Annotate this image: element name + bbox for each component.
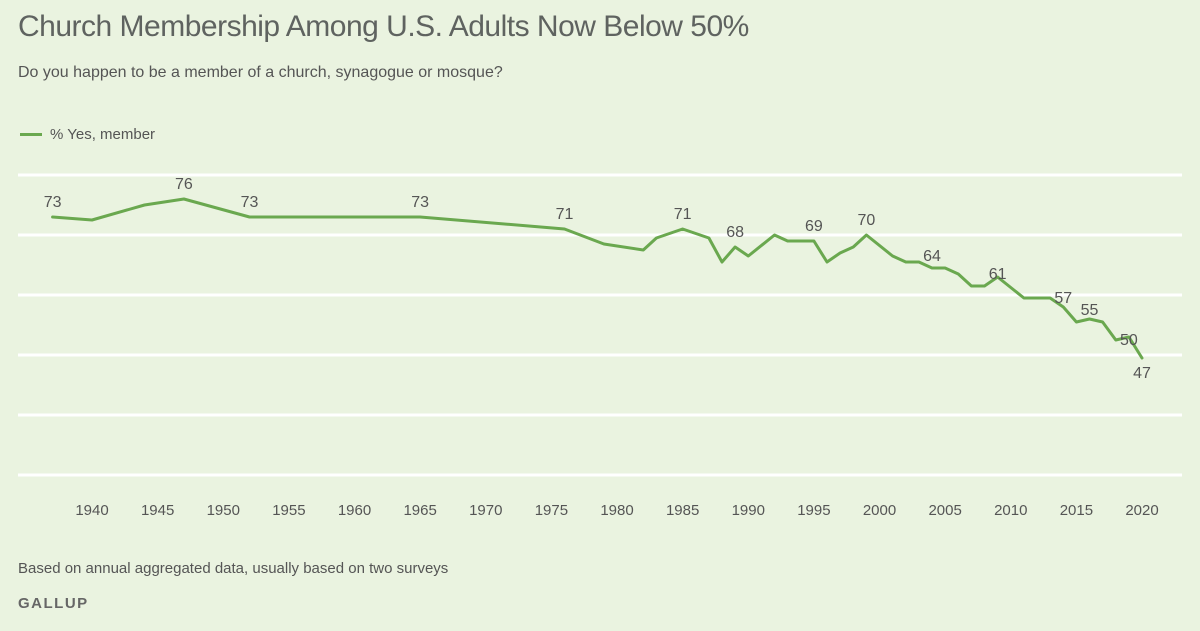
x-tick-label: 1990: [732, 502, 765, 519]
x-tick-label: 1970: [469, 502, 502, 519]
x-tick-label: 2000: [863, 502, 896, 519]
series-line: [51, 197, 1144, 360]
x-tick-label: 1985: [666, 502, 699, 519]
source-logo: GALLUP: [18, 595, 89, 612]
data-label: 57: [1054, 290, 1072, 307]
x-tick-label: 1975: [535, 502, 568, 519]
x-tick-label: 1965: [403, 502, 436, 519]
x-tick-label: 2005: [928, 502, 961, 519]
data-label: 76: [175, 176, 193, 193]
data-label: 73: [241, 194, 259, 211]
footnote: Based on annual aggregated data, usually…: [18, 560, 449, 577]
data-label: 68: [726, 224, 744, 241]
data-label: 61: [989, 266, 1007, 283]
x-tick-label: 1980: [600, 502, 633, 519]
x-tick-label: 1995: [797, 502, 830, 519]
x-tick-label: 1945: [141, 502, 174, 519]
legend: % Yes, member: [18, 126, 155, 143]
data-label: 73: [44, 194, 62, 211]
x-tick-label: 2015: [1060, 502, 1093, 519]
line-chart: 1940 1945 1950 1955 1960 1965 1970 1975 1980 1985…: [18, 173, 1182, 519]
x-tick-label: 1955: [272, 502, 305, 519]
data-label: 71: [556, 206, 574, 223]
x-tick-label: 1960: [338, 502, 371, 519]
legend-swatch: [20, 133, 42, 136]
chart-subtitle: Do you happen to be a member of a church…: [18, 64, 503, 81]
data-label: 70: [857, 212, 875, 229]
data-label: 71: [674, 206, 692, 223]
x-tick-label: 2010: [994, 502, 1027, 519]
data-label: 64: [923, 248, 941, 265]
data-label: 69: [805, 218, 823, 235]
x-tick-label: 1940: [75, 502, 108, 519]
data-label: 50: [1120, 332, 1138, 349]
chart-title: Church Membership Among U.S. Adults Now …: [18, 10, 749, 43]
data-label: 73: [411, 194, 429, 211]
data-label: 55: [1081, 302, 1099, 319]
x-tick-label: 1950: [207, 502, 240, 519]
legend-label: % Yes, member: [50, 126, 156, 143]
data-label: 47: [1133, 365, 1151, 382]
x-tick-label: 2020: [1125, 502, 1158, 519]
